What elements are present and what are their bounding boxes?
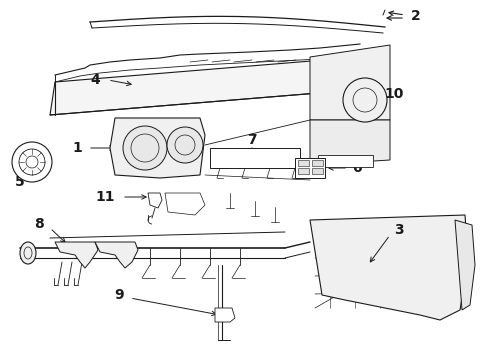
Bar (297, 168, 308, 174)
Polygon shape (454, 220, 474, 310)
Bar (297, 160, 308, 166)
Text: 1: 1 (72, 141, 82, 155)
Circle shape (342, 78, 386, 122)
Polygon shape (55, 242, 98, 268)
Polygon shape (215, 308, 235, 322)
Text: 7: 7 (246, 133, 256, 147)
Polygon shape (294, 158, 325, 178)
Text: 6: 6 (351, 161, 361, 175)
Circle shape (167, 127, 203, 163)
Polygon shape (50, 57, 359, 115)
Polygon shape (148, 193, 162, 208)
Polygon shape (164, 193, 204, 215)
Ellipse shape (20, 242, 36, 264)
Polygon shape (95, 242, 138, 268)
Polygon shape (309, 45, 389, 120)
Polygon shape (209, 148, 299, 168)
Text: 3: 3 (393, 223, 403, 237)
Bar (311, 160, 323, 166)
Text: 8: 8 (34, 217, 44, 231)
Polygon shape (110, 118, 204, 178)
Text: 11: 11 (95, 190, 115, 204)
Text: 5: 5 (15, 175, 25, 189)
Circle shape (12, 142, 52, 182)
Polygon shape (309, 120, 389, 165)
Text: 2: 2 (410, 9, 420, 23)
Polygon shape (309, 215, 467, 320)
Bar (311, 168, 323, 174)
Text: 9: 9 (114, 288, 124, 302)
Bar (317, 155, 372, 167)
Text: 10: 10 (383, 87, 403, 101)
Text: 4: 4 (90, 73, 100, 87)
Circle shape (123, 126, 167, 170)
